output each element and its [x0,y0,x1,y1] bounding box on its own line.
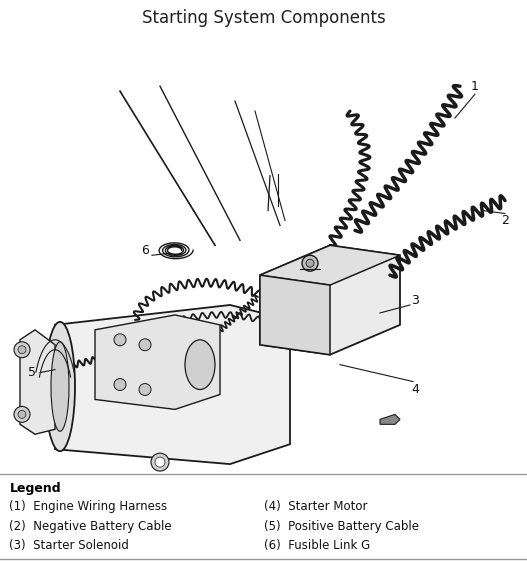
Circle shape [306,259,314,267]
Text: (4)  Starter Motor: (4) Starter Motor [264,500,367,513]
Circle shape [114,379,126,390]
Text: Legend: Legend [9,482,61,495]
Text: 1: 1 [471,80,479,93]
Circle shape [14,342,30,358]
Polygon shape [260,245,400,355]
Text: Starting System Components: Starting System Components [142,9,385,27]
Polygon shape [260,245,400,285]
Circle shape [114,334,126,346]
Ellipse shape [45,322,75,451]
Text: (5)  Positive Battery Cable: (5) Positive Battery Cable [264,519,418,533]
Ellipse shape [185,340,215,389]
Polygon shape [55,305,290,464]
Circle shape [302,255,318,271]
Text: (6)  Fusible Link G: (6) Fusible Link G [264,540,370,553]
Circle shape [139,384,151,396]
Text: (3)  Starter Solenoid: (3) Starter Solenoid [9,540,129,553]
Polygon shape [380,415,400,424]
Text: 6: 6 [141,244,149,257]
Text: 3: 3 [411,293,419,306]
Text: (2)  Negative Battery Cable: (2) Negative Battery Cable [9,519,172,533]
Polygon shape [260,275,330,355]
Polygon shape [20,330,55,434]
Polygon shape [95,315,220,410]
Circle shape [18,346,26,353]
Circle shape [139,339,151,351]
Circle shape [151,453,169,471]
Circle shape [155,457,165,467]
Text: 4: 4 [411,383,419,396]
Text: (1)  Engine Wiring Harness: (1) Engine Wiring Harness [9,500,168,513]
Ellipse shape [51,342,69,431]
Circle shape [18,411,26,419]
Text: 2: 2 [501,214,509,227]
Circle shape [14,406,30,422]
Text: 5: 5 [28,366,36,379]
